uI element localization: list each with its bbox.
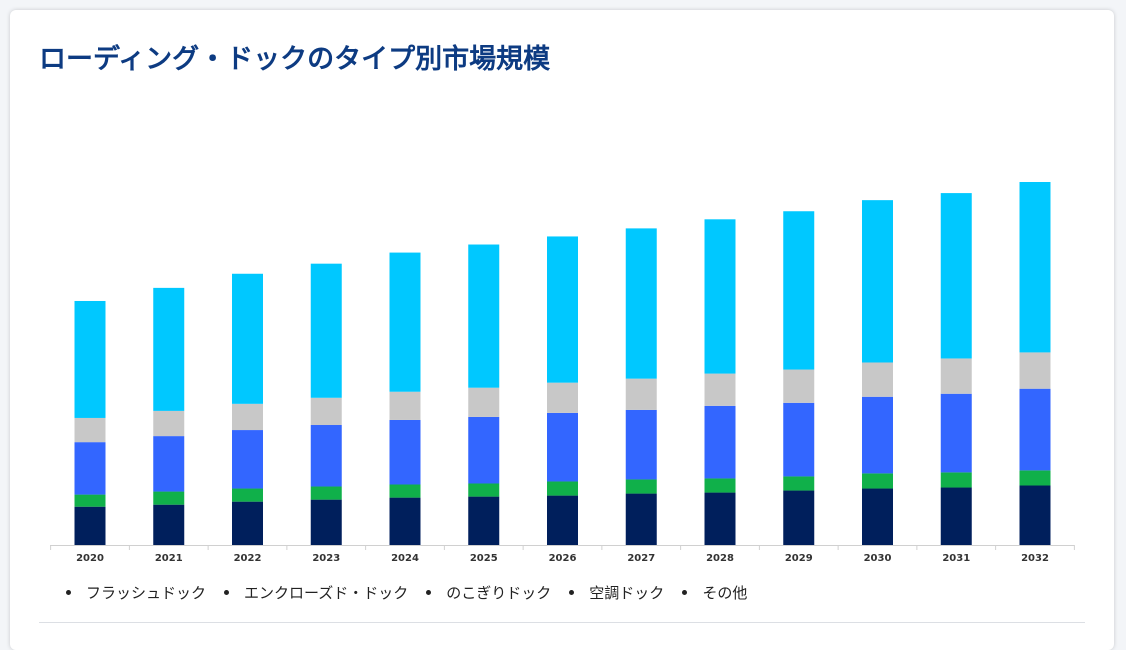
bar-segment bbox=[232, 273, 263, 404]
bar-segment bbox=[310, 425, 342, 487]
bar-segment bbox=[704, 405, 736, 479]
bar-segment bbox=[862, 200, 893, 363]
bar-segment bbox=[862, 396, 893, 474]
bar-segment bbox=[389, 484, 421, 498]
bar-segment bbox=[232, 488, 263, 502]
bar-segment bbox=[862, 473, 893, 489]
x-tick-label: 2027 bbox=[627, 553, 655, 564]
bar-segment bbox=[310, 486, 342, 500]
bar-segment bbox=[704, 492, 736, 545]
bar-segment bbox=[940, 358, 972, 394]
bar-segment bbox=[704, 373, 736, 406]
x-tick-label: 2026 bbox=[549, 553, 577, 564]
bar-segment bbox=[783, 369, 815, 403]
bar-segment bbox=[232, 403, 263, 431]
bar-segment bbox=[74, 506, 106, 545]
bar-segment bbox=[940, 472, 972, 488]
legend-bullet-icon bbox=[426, 590, 432, 595]
bar-segment bbox=[153, 436, 185, 492]
stacked-bar-chart: 2020 2021 2022 2023 2024 2025 2026 2027 2028 2029… bbox=[50, 182, 1075, 564]
x-tick-label: 2031 bbox=[942, 553, 970, 564]
legend-bullet-icon bbox=[66, 590, 71, 595]
bar-segment bbox=[547, 382, 578, 413]
legend-item: その他 bbox=[682, 582, 747, 603]
bar-segment bbox=[940, 487, 972, 545]
bar-segment bbox=[625, 479, 657, 494]
bar-segment bbox=[547, 412, 578, 482]
bar-segment bbox=[625, 378, 657, 410]
legend-item: エンクローズド・ドック bbox=[224, 582, 408, 603]
bar-segment bbox=[783, 490, 815, 545]
bar-segment bbox=[862, 488, 893, 545]
x-tick-label: 2025 bbox=[470, 553, 498, 564]
bar-segment bbox=[783, 402, 815, 477]
x-tick-label: 2032 bbox=[1021, 553, 1049, 564]
bar-segment bbox=[468, 244, 500, 388]
bar-segment bbox=[1019, 182, 1051, 353]
bar-segment bbox=[310, 263, 342, 398]
bar-segment bbox=[389, 252, 421, 392]
bottom-divider bbox=[39, 622, 1085, 623]
bar-segment bbox=[153, 491, 185, 505]
bar-segment bbox=[310, 397, 342, 426]
chart-title: ローディング・ドックのタイプ別市場規模 bbox=[39, 44, 551, 75]
bar-segment bbox=[547, 495, 578, 545]
legend-label: 空調ドック bbox=[589, 584, 665, 602]
bar-segment bbox=[1019, 485, 1051, 545]
legend-label: その他 bbox=[702, 584, 748, 602]
bar-segment bbox=[153, 410, 185, 437]
bar-segment bbox=[862, 362, 893, 397]
x-tick-label: 2024 bbox=[391, 553, 419, 564]
bar-segment bbox=[468, 483, 500, 497]
legend-label: エンクローズド・ドック bbox=[244, 584, 409, 602]
legend-item: 空調ドック bbox=[569, 582, 664, 603]
bar-segment bbox=[389, 497, 421, 545]
legend-label: のこぎりドック bbox=[446, 584, 552, 602]
chart-legend: フラッシュドック エンクローズド・ドック のこぎりドック 空調ドック その他 bbox=[66, 582, 765, 603]
bar-segment bbox=[153, 287, 185, 411]
legend-item: フラッシュドック bbox=[66, 582, 206, 603]
legend-label: フラッシュドック bbox=[86, 584, 207, 602]
bar-segment bbox=[389, 391, 421, 420]
bar-segment bbox=[547, 236, 578, 383]
x-tick-label: 2022 bbox=[234, 553, 262, 564]
bar-segment bbox=[625, 493, 657, 545]
bar-segment bbox=[547, 481, 578, 496]
bar-segment bbox=[783, 211, 815, 370]
bar-segment bbox=[389, 419, 421, 485]
bar-segment bbox=[625, 409, 657, 480]
bar-segment bbox=[704, 219, 736, 374]
bar-segment bbox=[783, 476, 815, 491]
legend-bullet-icon bbox=[224, 590, 230, 595]
bar-segment bbox=[1019, 352, 1051, 389]
bar-segment bbox=[232, 430, 263, 489]
bar-segment bbox=[940, 193, 972, 359]
legend-item: のこぎりドック bbox=[426, 582, 551, 603]
bar-segment bbox=[468, 416, 500, 484]
x-tick-label: 2030 bbox=[864, 553, 892, 564]
bar-segment bbox=[74, 417, 106, 443]
bar-segment bbox=[310, 499, 342, 545]
x-tick-label: 2029 bbox=[785, 553, 813, 564]
bar-segment bbox=[232, 501, 263, 545]
bar-segment bbox=[74, 300, 106, 418]
bar-segment bbox=[940, 393, 972, 473]
x-tick-label: 2021 bbox=[155, 553, 183, 564]
bar-segment bbox=[625, 228, 657, 379]
legend-bullet-icon bbox=[682, 590, 688, 595]
bar-segment bbox=[74, 494, 106, 507]
bar-segment bbox=[1019, 388, 1051, 471]
bar-segment bbox=[74, 442, 106, 495]
legend-bullet-icon bbox=[569, 590, 575, 595]
bar-segment bbox=[153, 504, 185, 545]
x-tick-label: 2020 bbox=[76, 553, 104, 564]
bar-segment bbox=[1019, 470, 1051, 486]
bar-segment bbox=[704, 478, 736, 493]
x-tick-label: 2023 bbox=[312, 553, 340, 564]
bar-segment bbox=[468, 496, 500, 545]
bar-segment bbox=[468, 387, 500, 417]
x-tick-label: 2028 bbox=[706, 553, 734, 564]
